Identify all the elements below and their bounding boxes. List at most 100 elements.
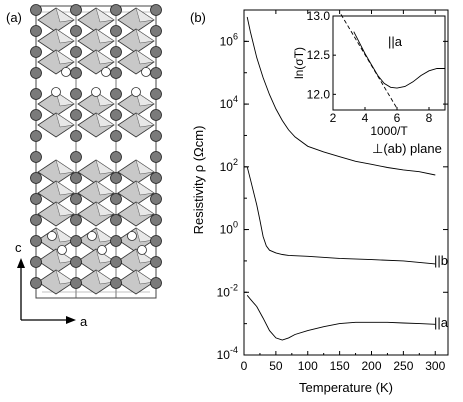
atom-dark bbox=[30, 67, 42, 79]
atom-dark bbox=[110, 109, 122, 121]
annotation-perp-ab-plane: ⊥(ab) plane bbox=[372, 141, 442, 156]
atom-dark bbox=[110, 214, 122, 226]
inset-title: ||a bbox=[388, 34, 403, 49]
series-line-0 bbox=[246, 16, 436, 176]
x-tick-label: 200 bbox=[361, 359, 381, 373]
atom-dark bbox=[30, 88, 42, 100]
atom-dark bbox=[70, 235, 82, 247]
octahedron-face bbox=[55, 201, 75, 217]
x-tick-label: 150 bbox=[330, 359, 350, 373]
atom-dark bbox=[150, 214, 162, 226]
octahedron-face bbox=[95, 91, 115, 107]
main-x-ticks: 0 50 100 150 200 250 300 bbox=[241, 10, 446, 373]
octahedron-face bbox=[55, 112, 75, 128]
atom-dark bbox=[110, 151, 122, 163]
atom-dark bbox=[70, 109, 82, 121]
atom-dark bbox=[110, 172, 122, 184]
series-line-1 bbox=[246, 166, 436, 265]
atom-dark bbox=[150, 25, 162, 37]
main-plot-frame bbox=[243, 9, 449, 356]
a-axis-arrowhead bbox=[66, 316, 76, 324]
atom-dark bbox=[30, 235, 42, 247]
octahedron-face bbox=[55, 28, 75, 44]
y-tick-label: 106 bbox=[220, 31, 238, 48]
atom-dark bbox=[150, 46, 162, 58]
panel-a-label: (a) bbox=[6, 10, 22, 25]
atom-light bbox=[47, 231, 57, 241]
atom-dark bbox=[110, 67, 122, 79]
atom-dark bbox=[70, 214, 82, 226]
main-series bbox=[246, 16, 436, 341]
inset-x-tick-label: 8 bbox=[426, 111, 433, 125]
octahedron-face bbox=[95, 112, 115, 128]
atom-dark bbox=[110, 46, 122, 58]
octahedron-face bbox=[135, 91, 155, 107]
octahedron-face bbox=[135, 180, 155, 196]
atom-dark bbox=[30, 109, 42, 121]
atom-dark bbox=[70, 193, 82, 205]
atom-dark bbox=[70, 4, 82, 16]
atom-dark bbox=[110, 256, 122, 268]
atom-dark bbox=[30, 46, 42, 58]
x-tick-label: 0 bbox=[241, 359, 248, 373]
atom-light bbox=[97, 245, 107, 255]
octahedron-face bbox=[95, 49, 115, 65]
octahedron-face bbox=[135, 112, 155, 128]
main-y-ticks: 10-4 10-2 100 102 104 106 bbox=[217, 9, 448, 362]
atom-dark bbox=[110, 193, 122, 205]
atom-dark bbox=[30, 25, 42, 37]
octahedron-face bbox=[55, 159, 75, 175]
y-tick-label: 10-2 bbox=[217, 282, 238, 299]
atom-dark bbox=[70, 130, 82, 142]
atom-dark bbox=[150, 256, 162, 268]
atom-dark bbox=[150, 109, 162, 121]
inset-x-ticks: 2 4 6 8 bbox=[330, 107, 433, 125]
octahedron-face bbox=[135, 49, 155, 65]
y-tick-label: 104 bbox=[220, 94, 238, 111]
x-tick-label: 250 bbox=[393, 359, 413, 373]
atom-dark bbox=[150, 277, 162, 289]
octahedron-face bbox=[135, 28, 155, 44]
atom-light bbox=[137, 245, 147, 255]
x-tick-label: 50 bbox=[269, 359, 283, 373]
atom-dark bbox=[110, 88, 122, 100]
atom-dark bbox=[70, 151, 82, 163]
inset-y-axis-label: ln(σT) bbox=[292, 47, 306, 79]
atom-dark bbox=[30, 214, 42, 226]
crystal-structure bbox=[30, 4, 162, 299]
series-line-2 bbox=[246, 295, 436, 341]
atoms-layer bbox=[30, 4, 162, 289]
c-axis-label: c bbox=[15, 240, 22, 255]
octahedron-face bbox=[55, 91, 75, 107]
atom-dark bbox=[70, 277, 82, 289]
inset-fit-line bbox=[340, 14, 398, 109]
atom-light bbox=[91, 87, 101, 97]
octahedron-face bbox=[55, 269, 75, 285]
octahedron-face bbox=[135, 227, 155, 243]
octahedron-face bbox=[95, 28, 115, 44]
c-axis-arrowhead bbox=[17, 258, 25, 268]
inset-y-tick-label: 12.0 bbox=[307, 87, 331, 101]
octahedron-face bbox=[55, 7, 75, 23]
octahedron-face bbox=[135, 7, 155, 23]
atom-dark bbox=[70, 172, 82, 184]
atom-light bbox=[101, 67, 111, 77]
inset-y-tick-label: 12.5 bbox=[307, 48, 331, 62]
main-chart: 0 50 100 150 200 250 300 10-410-2100102104106 … bbox=[191, 9, 449, 395]
atom-dark bbox=[150, 235, 162, 247]
inset-x-tick-label: 2 bbox=[330, 111, 337, 125]
atom-light bbox=[141, 67, 151, 77]
annotation-parallel-b: ||b bbox=[434, 253, 448, 268]
octahedron-face bbox=[95, 269, 115, 285]
atom-light bbox=[61, 67, 71, 77]
atom-dark bbox=[30, 172, 42, 184]
atom-light bbox=[127, 231, 137, 241]
atom-light bbox=[87, 231, 97, 241]
atom-dark bbox=[30, 4, 42, 16]
atom-dark bbox=[110, 4, 122, 16]
atom-dark bbox=[110, 235, 122, 247]
octahedron-face bbox=[55, 180, 75, 196]
atom-dark bbox=[150, 172, 162, 184]
atom-dark bbox=[150, 67, 162, 79]
